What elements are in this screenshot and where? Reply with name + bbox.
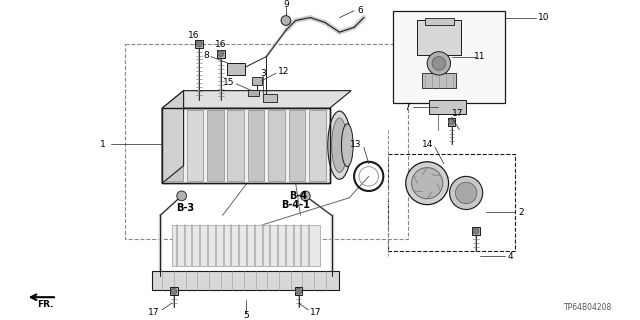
Text: 17: 17 (452, 108, 463, 117)
Text: B-3: B-3 (177, 203, 195, 212)
Bar (172, 225, 320, 266)
Bar (217, 50, 225, 58)
Bar (195, 40, 203, 48)
Text: 7: 7 (404, 103, 410, 112)
Text: FR.: FR. (37, 300, 54, 308)
Text: 4: 4 (508, 252, 514, 261)
Ellipse shape (332, 118, 348, 172)
Ellipse shape (473, 228, 479, 234)
Ellipse shape (177, 191, 186, 201)
Text: 3: 3 (260, 68, 266, 78)
Text: 17: 17 (310, 308, 322, 317)
Text: 11: 11 (474, 52, 485, 61)
Bar (417, 20, 461, 55)
Bar (186, 110, 203, 181)
Ellipse shape (328, 111, 351, 179)
Ellipse shape (341, 124, 353, 167)
Ellipse shape (456, 182, 477, 204)
Text: 14: 14 (422, 140, 433, 149)
Ellipse shape (427, 52, 451, 75)
Text: B-4: B-4 (289, 191, 308, 201)
Ellipse shape (432, 57, 445, 70)
Bar (162, 108, 330, 183)
Bar (429, 100, 466, 114)
Bar (388, 154, 515, 252)
Text: 5: 5 (243, 311, 249, 320)
Text: 13: 13 (350, 140, 362, 149)
Text: 12: 12 (278, 67, 289, 76)
Bar (227, 110, 244, 181)
Bar (309, 110, 326, 181)
Bar (152, 271, 339, 290)
Ellipse shape (196, 41, 202, 47)
Bar (268, 110, 285, 181)
Bar (248, 90, 259, 97)
Text: 1: 1 (100, 140, 106, 149)
Bar (425, 18, 454, 25)
Bar (227, 63, 245, 75)
Bar (252, 77, 262, 85)
Text: 10: 10 (538, 13, 550, 22)
Bar (125, 44, 408, 239)
Polygon shape (162, 91, 351, 108)
Bar (422, 73, 456, 88)
Text: 15: 15 (223, 78, 234, 87)
Text: 16: 16 (215, 40, 227, 49)
Bar (170, 287, 178, 295)
Text: 17: 17 (148, 308, 159, 317)
Text: 2: 2 (519, 208, 524, 217)
Ellipse shape (449, 176, 483, 210)
Ellipse shape (449, 119, 454, 125)
Bar (289, 110, 305, 181)
Text: TP64B04208: TP64B04208 (564, 303, 612, 312)
Bar (248, 110, 264, 181)
Text: B-4-1: B-4-1 (281, 200, 310, 210)
Bar (294, 287, 303, 295)
Bar (393, 11, 505, 103)
Bar (472, 227, 480, 235)
Ellipse shape (412, 168, 443, 199)
Polygon shape (162, 91, 184, 183)
Bar (166, 110, 182, 181)
Text: 16: 16 (188, 31, 199, 40)
Bar (447, 118, 456, 126)
Text: 8: 8 (203, 51, 209, 60)
Ellipse shape (281, 16, 291, 25)
Text: 6: 6 (357, 6, 363, 15)
Bar (264, 93, 277, 102)
Ellipse shape (301, 191, 310, 201)
Ellipse shape (171, 288, 177, 294)
Ellipse shape (296, 288, 301, 294)
Text: 9: 9 (283, 0, 289, 9)
Ellipse shape (406, 162, 449, 204)
Bar (207, 110, 223, 181)
Ellipse shape (218, 51, 223, 57)
